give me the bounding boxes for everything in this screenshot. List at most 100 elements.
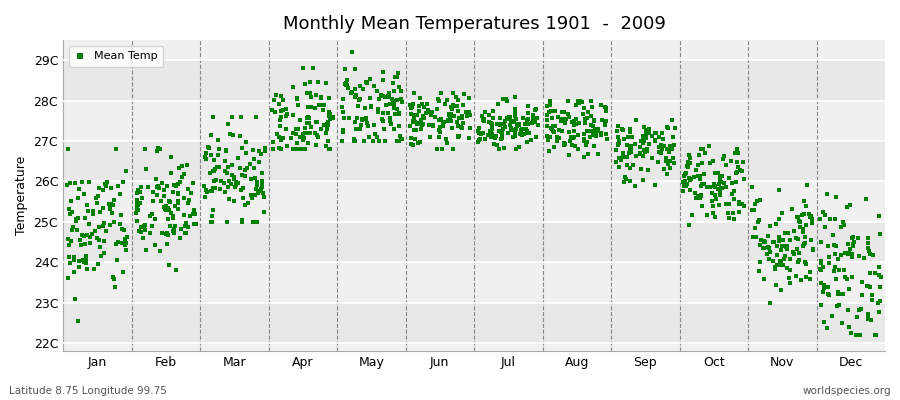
Mean Temp	[539, 103, 554, 110]
Mean Temp	[417, 115, 431, 121]
Mean Temp	[302, 79, 317, 85]
Mean Temp	[247, 147, 261, 153]
Mean Temp	[450, 118, 464, 125]
Mean Temp	[587, 117, 601, 123]
Mean Temp	[154, 198, 168, 204]
Mean Temp	[347, 94, 362, 100]
Mean Temp	[698, 150, 713, 156]
Mean Temp	[508, 128, 522, 135]
Mean Temp	[414, 117, 428, 123]
Mean Temp	[511, 120, 526, 127]
Mean Temp	[837, 222, 851, 229]
Mean Temp	[745, 184, 760, 190]
Mean Temp	[734, 167, 748, 173]
Mean Temp	[626, 162, 640, 168]
Mean Temp	[865, 296, 879, 303]
Mean Temp	[796, 211, 811, 217]
Mean Temp	[314, 102, 328, 108]
Mean Temp	[86, 266, 101, 273]
Mean Temp	[711, 186, 725, 192]
Mean Temp	[638, 149, 652, 156]
Mean Temp	[580, 142, 594, 148]
Mean Temp	[449, 94, 464, 100]
Mean Temp	[735, 168, 750, 174]
Mean Temp	[296, 136, 310, 143]
Mean Temp	[506, 134, 520, 140]
Mean Temp	[584, 98, 598, 104]
Mean Temp	[298, 130, 312, 136]
Mean Temp	[183, 213, 197, 219]
Mean Temp	[508, 109, 522, 116]
Mean Temp	[777, 256, 791, 262]
Bar	[63, 141, 885, 182]
Mean Temp	[286, 129, 301, 136]
Mean Temp	[860, 313, 875, 319]
Mean Temp	[815, 289, 830, 295]
Mean Temp	[500, 114, 515, 121]
Mean Temp	[791, 256, 806, 263]
Mean Temp	[547, 129, 562, 135]
Mean Temp	[109, 241, 123, 248]
Mean Temp	[869, 332, 884, 338]
Mean Temp	[419, 101, 434, 108]
Mean Temp	[700, 184, 715, 191]
Mean Temp	[586, 132, 600, 138]
Mean Temp	[462, 109, 476, 115]
Mean Temp	[308, 104, 322, 111]
Mean Temp	[577, 136, 591, 142]
Mean Temp	[804, 276, 818, 282]
Mean Temp	[487, 134, 501, 140]
Mean Temp	[580, 115, 594, 121]
Mean Temp	[387, 74, 401, 80]
Mean Temp	[151, 145, 166, 151]
Mean Temp	[71, 186, 86, 192]
Mean Temp	[612, 137, 626, 144]
Mean Temp	[392, 110, 406, 116]
Mean Temp	[608, 147, 623, 153]
Mean Temp	[164, 210, 178, 217]
Mean Temp	[362, 133, 376, 140]
Mean Temp	[217, 180, 231, 186]
Mean Temp	[269, 92, 284, 98]
Mean Temp	[335, 138, 349, 144]
Mean Temp	[392, 84, 406, 90]
Mean Temp	[440, 140, 454, 146]
Mean Temp	[187, 221, 202, 227]
Mean Temp	[665, 117, 680, 123]
Mean Temp	[756, 245, 770, 251]
Mean Temp	[347, 86, 362, 92]
Mean Temp	[751, 219, 765, 226]
Mean Temp	[235, 219, 249, 225]
Mean Temp	[199, 187, 213, 193]
Mean Temp	[229, 179, 243, 185]
Mean Temp	[706, 183, 721, 189]
Mean Temp	[272, 134, 286, 140]
Mean Temp	[635, 132, 650, 139]
Mean Temp	[752, 217, 766, 223]
Mean Temp	[814, 258, 828, 264]
Mean Temp	[111, 239, 125, 246]
Mean Temp	[642, 130, 656, 136]
Mean Temp	[647, 129, 662, 136]
Mean Temp	[353, 126, 367, 132]
Mean Temp	[796, 212, 810, 218]
Mean Temp	[828, 250, 842, 257]
Mean Temp	[486, 115, 500, 121]
Mean Temp	[186, 207, 201, 214]
Mean Temp	[528, 119, 543, 126]
Mean Temp	[652, 144, 667, 150]
Mean Temp	[310, 92, 324, 98]
Mean Temp	[572, 98, 586, 104]
Mean Temp	[816, 208, 831, 215]
Mean Temp	[611, 134, 625, 141]
Mean Temp	[714, 185, 728, 192]
Mean Temp	[163, 199, 177, 205]
Text: worldspecies.org: worldspecies.org	[803, 386, 891, 396]
Mean Temp	[762, 300, 777, 306]
Mean Temp	[841, 240, 855, 247]
Mean Temp	[791, 236, 806, 242]
Mean Temp	[353, 83, 367, 89]
Mean Temp	[851, 307, 866, 313]
Mean Temp	[621, 134, 635, 140]
Mean Temp	[300, 90, 314, 96]
